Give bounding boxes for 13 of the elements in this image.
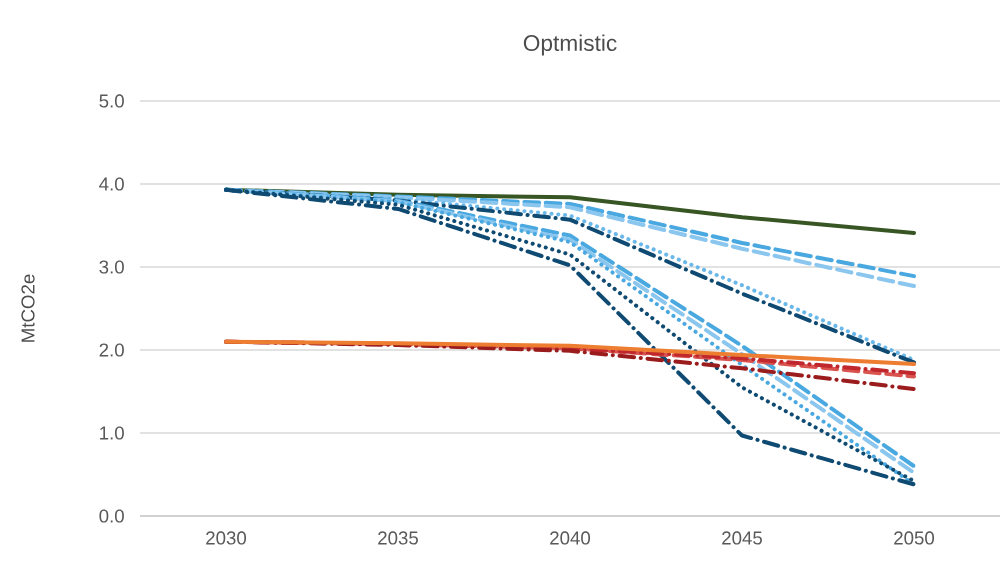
chart-title: Optmistic	[523, 34, 617, 56]
y-tick-label: 0.0	[99, 509, 124, 523]
y-tick-label: 4.0	[99, 177, 124, 191]
x-tick-label: 2045	[722, 531, 762, 545]
x-tick-label: 2030	[206, 531, 247, 545]
y-axis-title: MtCO2e	[21, 274, 35, 342]
y-tick-label: 2.0	[99, 343, 124, 357]
x-tick-label: 2035	[378, 531, 418, 545]
y-tick-label: 3.0	[99, 260, 124, 274]
x-tick-label: 2050	[894, 531, 935, 545]
x-tick-label: 2040	[550, 531, 591, 545]
y-tick-label: 1.0	[100, 426, 124, 440]
y-tick-label: 5.0	[99, 94, 124, 108]
